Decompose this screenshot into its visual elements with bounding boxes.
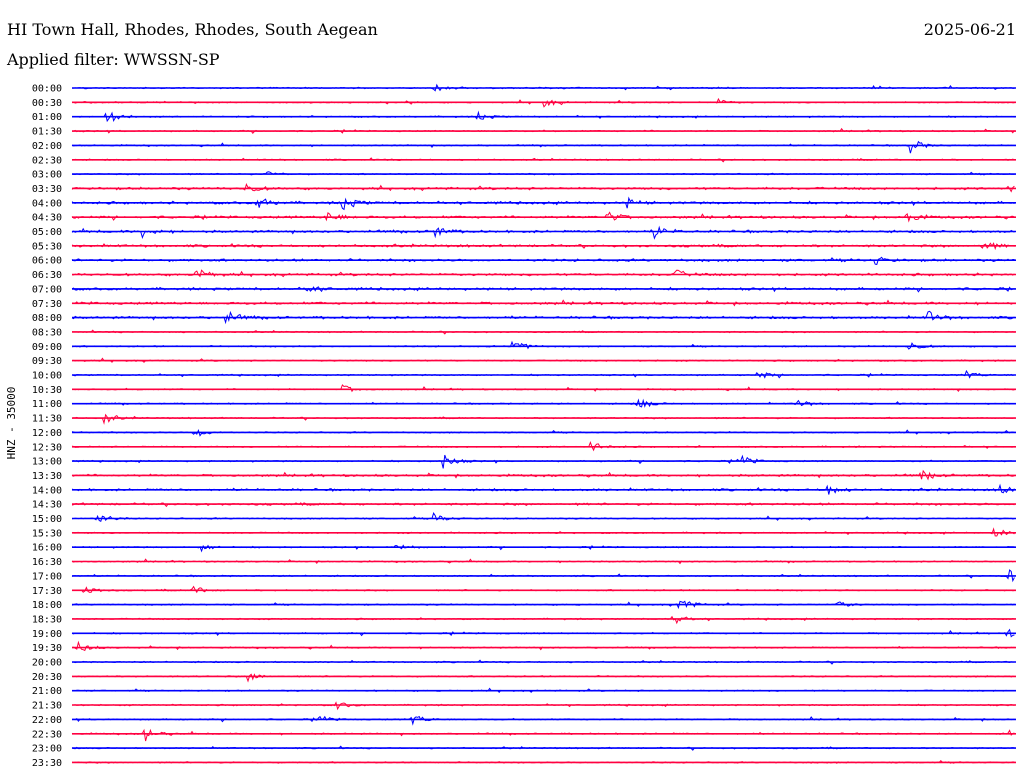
row-label-1530: 15:30 xyxy=(32,528,62,539)
row-label-1730: 17:30 xyxy=(32,586,62,597)
row-label-0930: 09:30 xyxy=(32,356,62,367)
row-label-0400: 04:00 xyxy=(32,198,62,209)
trace-0200 xyxy=(71,140,1015,154)
row-label-0100: 01:00 xyxy=(32,112,62,123)
row-label-1400: 14:00 xyxy=(32,485,62,496)
row-label-0530: 05:30 xyxy=(32,241,62,252)
row-label-0700: 07:00 xyxy=(32,284,62,295)
trace-0400 xyxy=(71,196,1015,211)
row-label-0430: 04:30 xyxy=(32,213,62,224)
trace-2030 xyxy=(71,673,1015,683)
row-label-0000: 00:00 xyxy=(32,84,62,95)
trace-1600 xyxy=(71,544,1015,553)
trace-0500 xyxy=(71,225,1015,240)
filter-value: WWSSN-SP xyxy=(123,50,220,69)
row-label-2330: 23:30 xyxy=(32,758,62,769)
row-label-1600: 16:00 xyxy=(32,543,62,554)
row-label-2200: 22:00 xyxy=(32,715,62,726)
traces xyxy=(71,83,1016,764)
trace-0630 xyxy=(72,269,1015,278)
row-label-0500: 05:00 xyxy=(32,227,62,238)
date-label: 2025-06-21 xyxy=(923,20,1016,39)
row-labels: 00:00 00:30 01:00 01:30 02:00 02:30 03:00 03:30… xyxy=(32,84,62,769)
row-label-0200: 02:00 xyxy=(32,141,62,152)
row-label-1330: 13:30 xyxy=(32,471,62,482)
row-label-1630: 16:30 xyxy=(32,557,62,568)
row-label-0600: 06:00 xyxy=(32,256,62,267)
row-label-2100: 21:00 xyxy=(32,686,62,697)
row-label-1000: 10:00 xyxy=(32,371,62,382)
row-label-2230: 22:30 xyxy=(32,729,62,740)
station-title: HI Town Hall, Rhodes, Rhodes, South Aege… xyxy=(7,20,378,39)
row-label-1500: 15:00 xyxy=(32,514,62,525)
row-label-1430: 14:30 xyxy=(32,500,62,511)
row-label-2030: 20:30 xyxy=(32,672,62,683)
row-label-1800: 18:00 xyxy=(32,600,62,611)
trace-1830 xyxy=(71,615,1015,625)
row-label-2130: 21:30 xyxy=(32,701,62,712)
filter-line: Applied filter: WWSSN-SP xyxy=(7,52,220,68)
trace-2230 xyxy=(71,728,1015,742)
row-label-0900: 09:00 xyxy=(32,342,62,353)
row-label-0130: 01:30 xyxy=(32,127,62,138)
row-label-0230: 02:30 xyxy=(32,155,62,166)
row-label-0800: 08:00 xyxy=(32,313,62,324)
row-label-1300: 13:00 xyxy=(32,457,62,468)
y-axis-label: HNZ - 35000 xyxy=(5,387,18,460)
row-label-1130: 11:30 xyxy=(32,414,62,425)
row-label-1830: 18:30 xyxy=(32,614,62,625)
row-label-0730: 07:30 xyxy=(32,299,62,310)
row-label-0630: 06:30 xyxy=(32,270,62,281)
row-label-1700: 17:00 xyxy=(32,571,62,582)
row-label-0330: 03:30 xyxy=(32,184,62,195)
row-label-1200: 12:00 xyxy=(32,428,62,439)
row-label-0300: 03:00 xyxy=(32,170,62,181)
row-label-1900: 19:00 xyxy=(32,629,62,640)
row-label-1230: 12:30 xyxy=(32,442,62,453)
row-label-1930: 19:30 xyxy=(32,643,62,654)
filter-label: Applied filter: xyxy=(7,50,119,69)
row-label-2000: 20:00 xyxy=(32,658,62,669)
row-label-2300: 23:00 xyxy=(32,744,62,755)
trace-1030 xyxy=(72,384,1015,393)
trace-1930 xyxy=(71,640,1015,652)
row-label-0830: 08:30 xyxy=(32,327,62,338)
row-label-0030: 00:30 xyxy=(32,98,62,109)
row-label-1030: 10:30 xyxy=(32,385,62,396)
trace-1500 xyxy=(71,512,1015,523)
row-label-1100: 11:00 xyxy=(32,399,62,410)
